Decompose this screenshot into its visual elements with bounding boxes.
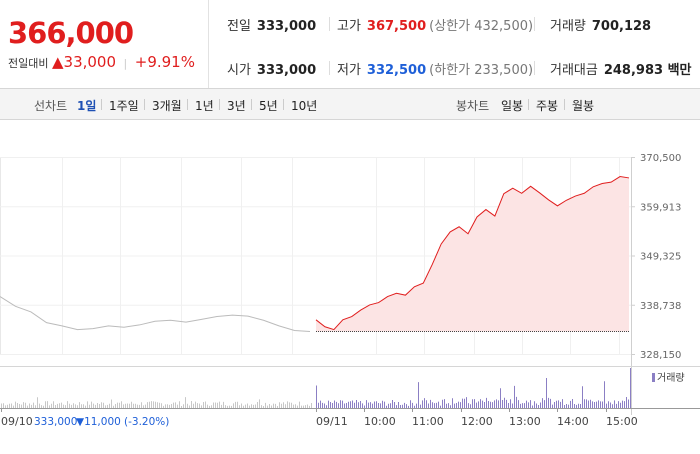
upper-limit: (상한가 432,500) xyxy=(429,19,534,34)
stat-amount: 거래대금 248,983 백만 xyxy=(550,59,692,78)
price-chart: 370,500 359,913 349,325 338,738 328,150 09/1… xyxy=(0,120,700,450)
tab-10y[interactable]: 10년 xyxy=(291,99,318,113)
divider xyxy=(251,99,252,110)
price-summary: 366,000 전일대비 ▲33,000 | +9.91% xyxy=(0,0,209,88)
x-tick-label: 11:00 xyxy=(412,415,444,428)
tab-weekly[interactable]: 주봉 xyxy=(536,99,559,113)
prev-day-change: ▼11,000 xyxy=(76,416,121,428)
stat-prev-close: 전일 333,000 xyxy=(227,15,316,34)
stat-label: 거래량 xyxy=(550,19,586,34)
y-tick-label: 349,325 xyxy=(640,252,681,263)
tab-daily[interactable]: 일봉 xyxy=(501,99,524,113)
up-arrow-icon: ▲ xyxy=(51,53,64,71)
divider: | xyxy=(123,57,128,70)
change-row: 전일대비 ▲33,000 | +9.91% xyxy=(8,53,195,71)
tab-3y[interactable]: 3년 xyxy=(227,99,246,113)
divider xyxy=(101,99,102,110)
stat-value: 248,983 백만 xyxy=(603,63,692,78)
stat-open: 시가 333,000 xyxy=(227,59,316,78)
divider xyxy=(534,61,535,75)
divider xyxy=(283,99,284,110)
divider xyxy=(534,17,535,31)
tab-1d[interactable]: 1일 xyxy=(77,99,97,113)
prev-day-pct: (-3.20%) xyxy=(124,416,169,428)
x-tick-label: 13:00 xyxy=(509,415,541,428)
line-chart-label: 선차트 xyxy=(34,99,68,113)
today-line xyxy=(315,176,630,331)
stat-label: 시가 xyxy=(227,63,251,78)
quote-header: 366,000 전일대비 ▲33,000 | +9.91% 전일 333,000 … xyxy=(0,0,700,89)
price-chart-svg: 370,500 359,913 349,325 338,738 328,150 09/1… xyxy=(0,153,700,428)
prev-day-line xyxy=(0,296,311,332)
stat-label: 저가 xyxy=(337,63,361,78)
lower-limit: (하한가 233,500) xyxy=(429,63,534,78)
candle-chart-label: 봉차트 xyxy=(456,99,490,113)
x-axis-labels: 09/11 10:00 11:00 12:00 13:00 14:00 15:00 xyxy=(1,408,638,428)
tab-1w[interactable]: 1주일 xyxy=(109,99,139,113)
divider xyxy=(528,99,529,110)
change-amount: 33,000 xyxy=(63,53,117,71)
stat-high: 고가 367,500 (상한가 432,500) xyxy=(337,15,533,34)
y-axis-ticks: 370,500 359,913 349,325 338,738 328,150 xyxy=(631,153,681,361)
x-tick-label: 09/11 xyxy=(316,415,348,428)
tab-1y[interactable]: 1년 xyxy=(195,99,214,113)
x-tick-label: 14:00 xyxy=(557,415,589,428)
y-tick-label: 370,500 xyxy=(640,153,681,164)
stat-value: 367,500 xyxy=(366,19,427,34)
prev-day-close: 333,000 xyxy=(34,416,77,428)
stat-value: 332,500 xyxy=(366,63,427,78)
divider xyxy=(329,17,330,31)
divider xyxy=(187,99,188,110)
tab-3m[interactable]: 3개월 xyxy=(152,99,182,113)
x-tick-label: 15:00 xyxy=(606,415,638,428)
prev-day-date: 09/10 xyxy=(1,415,33,428)
volume-bars xyxy=(0,366,700,409)
volume-legend-swatch xyxy=(652,373,655,382)
stat-value: 333,000 xyxy=(256,63,317,78)
period-tabs: 선차트 1일 1주일 3개월 1년 3년 5년 10년 봉차트 일봉 주봉 월봉 xyxy=(0,89,700,120)
stat-value: 333,000 xyxy=(256,19,317,34)
y-tick-label: 338,738 xyxy=(640,301,681,312)
volume-legend-label: 거래량 xyxy=(657,372,685,384)
today-series xyxy=(315,176,630,332)
tab-monthly[interactable]: 월봉 xyxy=(572,99,595,113)
prev-day-info: 09/10 333,000▼11,000 (-3.20%) xyxy=(1,415,169,428)
current-price: 366,000 xyxy=(8,16,134,50)
divider xyxy=(564,99,565,110)
stat-label: 고가 xyxy=(337,19,361,34)
prev-day-series xyxy=(0,296,311,332)
divider xyxy=(144,99,145,110)
volume-legend: 거래량 xyxy=(652,372,685,384)
stat-low: 저가 332,500 (하한가 233,500) xyxy=(337,59,533,78)
change-label: 전일대비 xyxy=(8,57,49,70)
divider xyxy=(219,99,220,110)
tab-5y[interactable]: 5년 xyxy=(259,99,278,113)
x-tick-label: 12:00 xyxy=(461,415,493,428)
x-tick-label: 10:00 xyxy=(364,415,396,428)
stat-label: 거래대금 xyxy=(550,63,598,78)
stat-label: 전일 xyxy=(227,19,251,34)
divider xyxy=(329,61,330,75)
stat-volume: 거래량 700,128 xyxy=(550,15,651,34)
y-tick-label: 328,150 xyxy=(640,350,681,361)
y-tick-label: 359,913 xyxy=(640,202,681,213)
stats-panel: 전일 333,000 고가 367,500 (상한가 432,500) 거래량 700,… xyxy=(209,0,700,88)
change-percent: +9.91% xyxy=(134,53,195,71)
stat-value: 700,128 xyxy=(591,19,652,34)
today-area xyxy=(316,176,629,332)
